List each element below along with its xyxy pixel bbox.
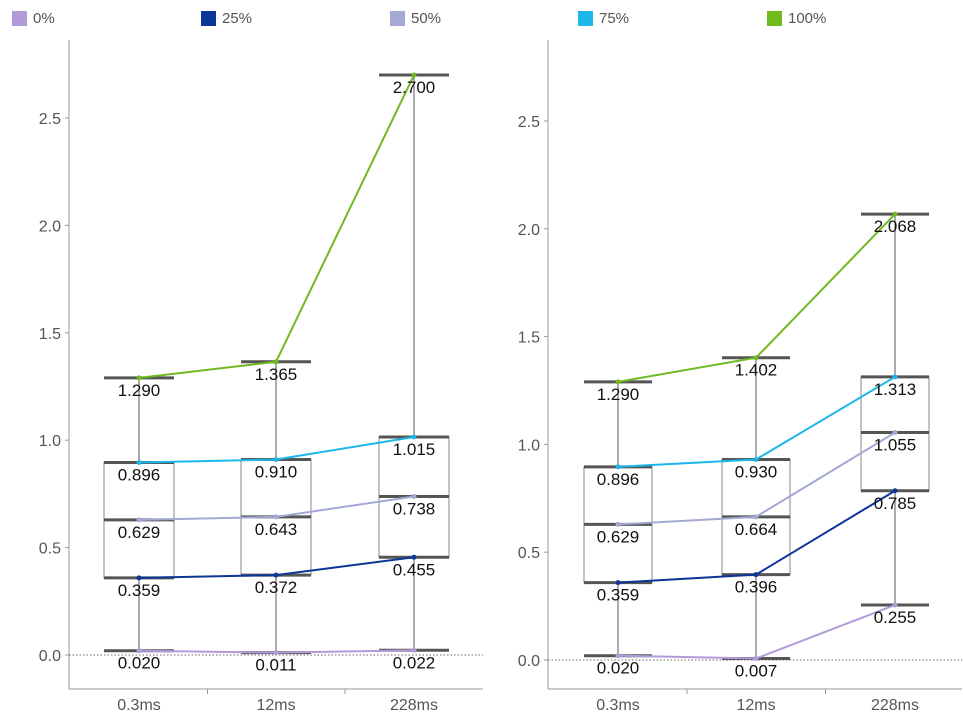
data-label-4: 2.700 <box>393 78 436 97</box>
series-point-3 <box>273 457 279 463</box>
y-tick-label: 1.5 <box>39 326 61 343</box>
series-point-2 <box>273 514 279 520</box>
data-label-0: 0.022 <box>393 653 436 672</box>
data-label-1: 0.455 <box>393 560 436 579</box>
series-point-1 <box>615 580 621 586</box>
data-label-3: 0.910 <box>255 463 298 482</box>
data-label-2: 1.055 <box>874 436 917 455</box>
data-label-1: 0.785 <box>874 494 917 513</box>
data-label-3: 0.896 <box>118 466 161 485</box>
data-label-2: 0.629 <box>118 523 161 542</box>
y-tick-label: 2.5 <box>518 114 540 131</box>
x-tick-label: 0.3ms <box>596 697 640 713</box>
data-label-2: 0.664 <box>735 520 778 539</box>
legend-swatch-25 <box>201 10 216 26</box>
series-point-3 <box>136 460 142 466</box>
y-tick-label: 0.0 <box>518 653 540 670</box>
data-label-0: 0.007 <box>735 661 778 680</box>
y-tick-label: 1.5 <box>518 330 540 347</box>
series-point-3 <box>615 464 621 470</box>
data-label-1: 0.359 <box>118 581 161 600</box>
y-tick-label: 2.0 <box>39 218 61 235</box>
series-point-3 <box>753 456 759 462</box>
series-point-2 <box>411 493 417 499</box>
legend-item-0[interactable]: 0% <box>12 9 55 27</box>
y-tick-label: 2.0 <box>518 222 540 239</box>
legend-label-0: 0% <box>33 9 55 27</box>
series-line-4 <box>138 74 415 379</box>
series-point-4 <box>892 211 898 217</box>
y-tick-label: 0.5 <box>518 545 540 562</box>
data-label-3: 0.896 <box>597 470 640 489</box>
series-point-2 <box>615 521 621 527</box>
legend: 0% 25% 50% 75% 100% <box>0 0 963 36</box>
series-point-0 <box>136 648 142 654</box>
y-tick-label: 1.0 <box>518 437 540 454</box>
chart-panel-0: 0.0 0.5 1.0 1.5 2.0 2.5 0.3ms 12ms 228ms 0.020 0.0… <box>39 40 483 713</box>
series-point-4 <box>753 355 759 361</box>
data-label-1: 0.359 <box>597 586 640 605</box>
series-point-3 <box>892 374 898 380</box>
legend-label-100: 100% <box>788 9 827 27</box>
legend-swatch-0 <box>12 10 27 26</box>
data-label-4: 1.290 <box>597 385 640 404</box>
series-point-1 <box>753 572 759 578</box>
series-point-4 <box>615 379 621 385</box>
legend-label-75: 75% <box>599 9 630 27</box>
legend-item-100[interactable]: 100% <box>767 9 826 27</box>
data-label-3: 1.015 <box>393 440 436 459</box>
data-label-3: 0.930 <box>735 462 778 481</box>
series-point-0 <box>273 650 279 656</box>
x-tick-label: 228ms <box>390 697 438 713</box>
legend-item-75[interactable]: 75% <box>578 9 629 27</box>
legend-swatch-50 <box>390 10 405 26</box>
data-label-2: 0.643 <box>255 520 298 539</box>
data-label-4: 1.402 <box>735 361 778 380</box>
x-tick-label: 12ms <box>256 697 295 713</box>
series-point-2 <box>136 517 142 523</box>
data-label-2: 0.629 <box>597 527 640 546</box>
legend-label-50: 50% <box>411 9 442 27</box>
y-tick-label: 1.0 <box>39 433 61 450</box>
x-tick-label: 0.3ms <box>117 697 161 713</box>
series-point-1 <box>136 575 142 581</box>
x-tick-label: 228ms <box>871 697 919 713</box>
y-tick-label: 0.0 <box>39 648 61 665</box>
data-label-1: 0.396 <box>735 578 778 597</box>
data-label-0: 0.255 <box>874 608 917 627</box>
series-point-4 <box>136 375 142 381</box>
data-label-0: 0.020 <box>118 654 161 673</box>
y-tick-label: 0.5 <box>39 541 61 558</box>
series-point-1 <box>411 554 417 560</box>
series-point-0 <box>753 655 759 661</box>
data-label-1: 0.372 <box>255 578 298 597</box>
data-label-3: 1.313 <box>874 380 917 399</box>
data-label-4: 2.068 <box>874 217 917 236</box>
series-point-4 <box>411 72 417 78</box>
series-point-2 <box>753 514 759 520</box>
data-label-4: 1.290 <box>118 381 161 400</box>
legend-item-25[interactable]: 25% <box>201 9 252 27</box>
data-label-0: 0.020 <box>597 659 640 678</box>
series-point-4 <box>273 359 279 365</box>
series-point-0 <box>892 602 898 608</box>
x-tick-label: 12ms <box>736 697 775 713</box>
legend-swatch-75 <box>578 10 593 26</box>
y-tick-label: 2.5 <box>39 111 61 128</box>
series-point-2 <box>892 430 898 436</box>
legend-label-25: 25% <box>222 9 253 27</box>
legend-swatch-100 <box>767 10 782 26</box>
data-label-0: 0.011 <box>255 656 296 675</box>
data-label-2: 0.738 <box>393 499 436 518</box>
series-point-3 <box>411 434 417 440</box>
series-point-0 <box>411 647 417 653</box>
series-point-1 <box>273 572 279 578</box>
chart-panel-1: 0.0 0.5 1.0 1.5 2.0 2.5 0.3ms 12ms 228ms 0.020 0.0… <box>518 40 962 713</box>
data-label-4: 1.365 <box>255 365 298 384</box>
series-point-0 <box>615 653 621 659</box>
legend-item-50[interactable]: 50% <box>390 9 441 27</box>
series-point-1 <box>892 488 898 494</box>
